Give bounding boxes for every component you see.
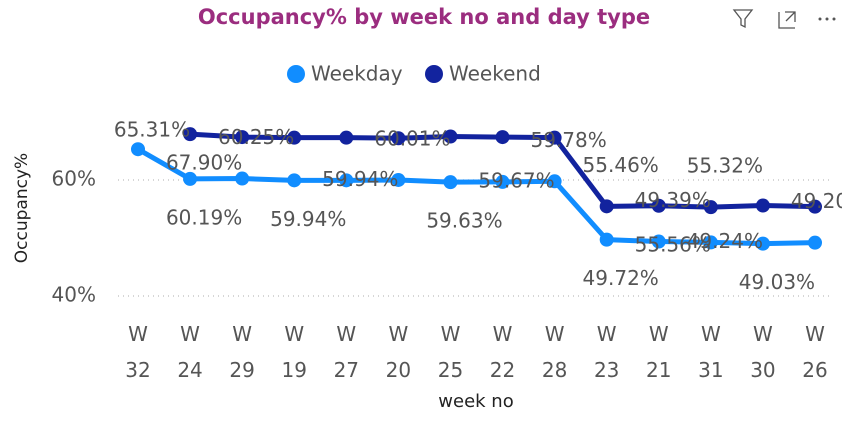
data-point	[339, 173, 354, 188]
x-tick-label: W 21	[646, 322, 672, 382]
data-point	[443, 129, 458, 144]
legend-marker	[287, 65, 305, 83]
x-tick-label: W 32	[125, 322, 151, 382]
data-label: 55.46%	[583, 153, 659, 177]
data-point	[547, 174, 562, 189]
data-label: 49.03%	[739, 270, 815, 294]
data-point	[443, 175, 458, 190]
data-label: 59.78%	[530, 128, 606, 152]
x-tick-label: W 31	[698, 322, 724, 382]
more-icon[interactable]	[818, 17, 836, 21]
chart-title: Occupancy% by week no and day type	[198, 5, 650, 29]
data-label: 59.94%	[270, 207, 346, 231]
data-point	[183, 127, 198, 142]
data-label: 60.25%	[218, 125, 294, 149]
data-point	[287, 130, 302, 145]
y-tick-label: 60%	[52, 167, 96, 191]
x-tick-label: W 26	[802, 322, 828, 382]
data-point	[495, 174, 510, 189]
legend-label: Weekday	[311, 62, 403, 86]
x-tick-label: W 30	[750, 322, 776, 382]
data-label: 59.63%	[426, 209, 502, 233]
data-point	[339, 130, 354, 145]
data-label: 59.94%	[322, 167, 398, 191]
x-tick-label: W 24	[177, 322, 203, 382]
y-axis-title: Occupancy%	[12, 153, 32, 263]
data-point	[599, 232, 614, 247]
data-point	[495, 130, 510, 145]
x-axis-title: week no	[438, 391, 513, 412]
data-point	[808, 235, 822, 250]
x-tick-label: W 25	[437, 322, 464, 382]
x-tick-label: W 29	[229, 322, 255, 382]
filter-icon[interactable]	[732, 9, 754, 29]
data-label: 65.31%	[114, 118, 190, 142]
x-tick-label: W 19	[281, 322, 307, 382]
data-label: 55.32%	[687, 154, 763, 178]
x-tick-label: W 28	[541, 322, 568, 382]
focus-icon[interactable]	[778, 11, 796, 29]
legend-label: Weekend	[449, 62, 541, 86]
data-label: 49.24%	[687, 229, 763, 253]
data-label: 55.56%	[635, 232, 711, 256]
series-line	[136, 147, 816, 247]
data-point	[755, 236, 770, 251]
data-point	[235, 130, 250, 145]
x-tick-label: W 27	[333, 322, 360, 382]
data-label: 49.20%	[791, 189, 842, 213]
data-point	[755, 198, 770, 213]
data-label: 60.01%	[374, 126, 450, 150]
data-label: 59.67%	[478, 168, 554, 192]
toolbar	[732, 9, 836, 29]
data-point	[131, 142, 145, 157]
data-label: 67.90%	[166, 151, 242, 175]
data-point	[183, 171, 198, 186]
data-point	[808, 199, 822, 214]
data-label: 49.39%	[635, 188, 711, 212]
data-point	[391, 172, 406, 187]
data-label: 49.72%	[583, 266, 659, 290]
data-point	[547, 130, 562, 145]
data-label: 60.19%	[166, 205, 242, 229]
data-point	[651, 198, 666, 213]
x-tick-label: W 20	[385, 322, 412, 382]
data-point	[651, 234, 666, 249]
data-point	[703, 200, 718, 215]
data-point	[287, 173, 302, 188]
y-tick-label: 40%	[52, 283, 96, 307]
x-tick-label: W 23	[593, 322, 620, 382]
data-point	[599, 199, 614, 214]
data-point	[703, 235, 718, 250]
data-point	[235, 171, 250, 186]
data-point	[391, 131, 406, 146]
legend-marker	[425, 65, 443, 83]
x-tick-label: W 22	[489, 322, 516, 382]
